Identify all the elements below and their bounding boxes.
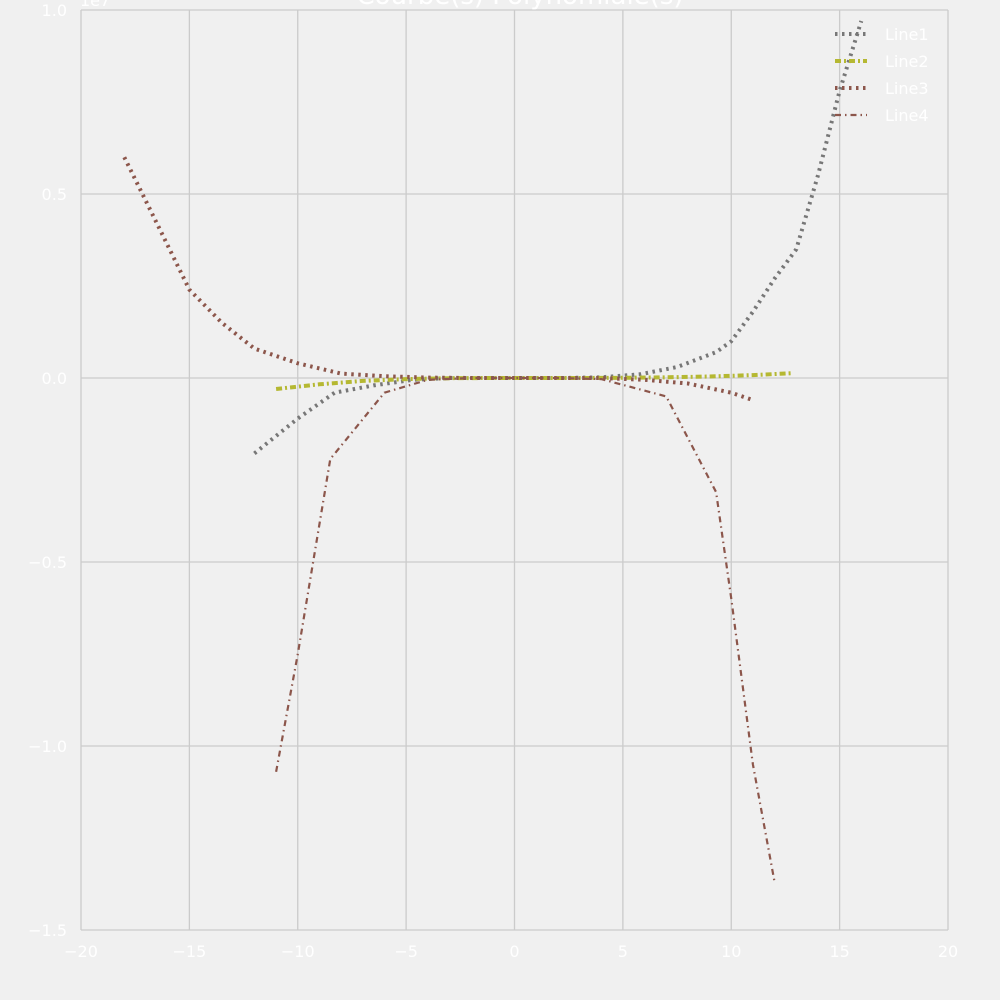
y-tick-label: −0.5 — [28, 553, 67, 572]
x-tick-label: −15 — [172, 942, 206, 961]
y-tick-label: 0.0 — [42, 369, 67, 388]
x-tick-label: 20 — [938, 942, 958, 961]
chart-title: Courbe(s) Polynomiale(s) — [356, 0, 683, 11]
series-line-1 — [253, 20, 864, 455]
series-line-4 — [275, 376, 776, 883]
legend-label: Line3 — [885, 79, 929, 98]
series-layer — [122, 20, 864, 883]
y-tick-label: −1.5 — [28, 921, 67, 940]
x-tick-label: 10 — [721, 942, 741, 961]
grid — [80, 9, 949, 931]
y-tick-label: −1.0 — [28, 737, 67, 756]
legend: Line1 Line2 Line3 Line4 — [835, 25, 929, 125]
y-tick-label: 1.0 — [42, 1, 67, 20]
legend-label: Line2 — [885, 52, 929, 71]
legend-label: Line1 — [885, 25, 929, 44]
x-axis-ticks: −20 −15 −10 −5 0 5 10 15 20 — [64, 942, 958, 961]
y-tick-label: 0.5 — [42, 185, 67, 204]
y-axis-ticks: −1.5 −1.0 −0.5 0.0 0.5 1.0 — [28, 1, 67, 940]
series-line-2 — [275, 371, 792, 391]
legend-label: Line4 — [885, 106, 929, 125]
x-tick-label: 0 — [509, 942, 519, 961]
x-tick-label: 15 — [829, 942, 849, 961]
x-tick-label: 5 — [618, 942, 628, 961]
x-tick-label: −10 — [281, 942, 315, 961]
x-tick-label: −5 — [394, 942, 418, 961]
x-tick-label: −20 — [64, 942, 98, 961]
y-offset-label: 1e7 — [80, 0, 110, 10]
